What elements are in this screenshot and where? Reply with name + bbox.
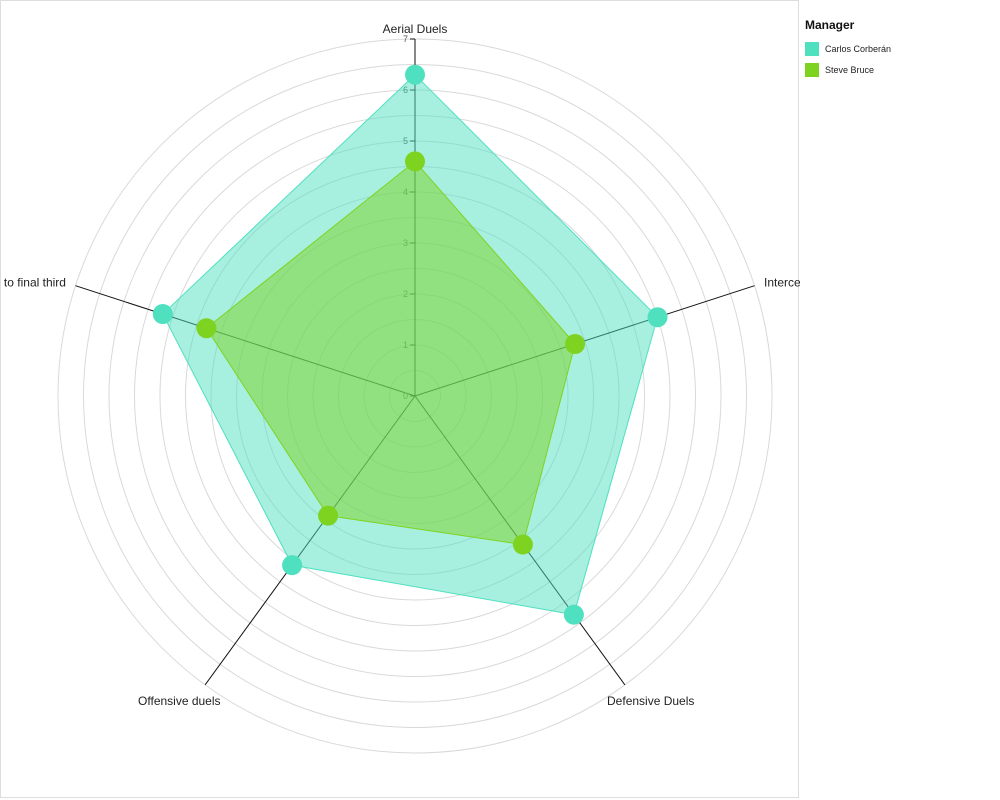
legend-swatch-series-0 [805,41,819,56]
series-area-1 [205,160,576,546]
axis-label-4: Passes to final third [1,276,66,290]
data-point-s0-2 [563,604,584,625]
legend: Manager Carlos Corberán Steve Bruce [805,18,891,80]
data-point-s1-3 [318,505,339,526]
legend-swatch-series-1 [805,62,819,77]
legend-title: Manager [805,18,855,32]
axis-label-2: Defensive Duels [607,694,694,708]
data-point-s1-0 [405,151,425,172]
data-point-s0-4 [152,304,173,325]
radar-chart: 01234567Aerial DuelsInterceptionsDefensi… [1,22,800,754]
data-point-s0-1 [647,307,668,328]
legend-item-series-0[interactable]: Carlos Corberán [805,38,891,59]
axis-label-1: Interceptions [764,276,800,290]
legend-label-series-0: Carlos Corberán [825,43,892,54]
axis-label-0: Aerial Duels [383,22,448,36]
data-point-s1-4 [196,318,217,339]
data-point-s1-2 [512,534,533,555]
radial-tick-label: 7 [403,34,408,44]
legend-item-series-1[interactable]: Steve Bruce [805,59,891,80]
data-point-s0-0 [405,64,425,85]
data-point-s1-1 [565,333,586,354]
chart-frame: 01234567Aerial DuelsInterceptionsDefensi… [0,0,800,798]
axis-label-3: Offensive duels [138,694,221,708]
legend-label-series-1: Steve Bruce [825,64,875,75]
data-point-s0-3 [282,555,303,576]
